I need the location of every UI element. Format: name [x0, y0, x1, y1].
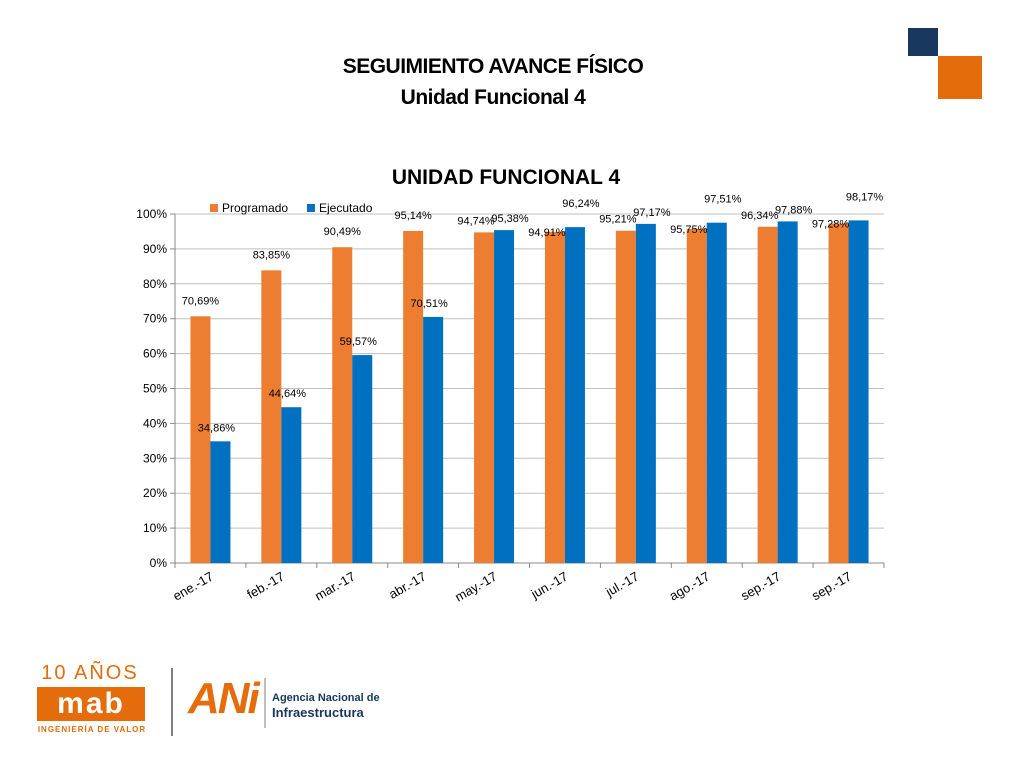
- data-label-programado: 94,74%: [457, 215, 495, 227]
- bar-ejecutado: [494, 230, 515, 564]
- y-tick-label: 0%: [150, 556, 168, 570]
- data-label-programado: 95,14%: [394, 210, 432, 222]
- ani-divider: [264, 678, 266, 728]
- y-tick-label: 10%: [143, 521, 167, 535]
- bar-ejecutado: [352, 355, 373, 563]
- x-tick-label: mar.-17: [312, 569, 358, 604]
- y-tick-label: 90%: [143, 242, 167, 256]
- bar-chart: UNIDAD FUNCIONAL 4 0% 10% 20% 30% 40% 50% 60% 70…: [136, 166, 885, 605]
- data-label-ejecutado: 95,38%: [491, 213, 529, 225]
- data-label-ejecutado: 44,64%: [269, 388, 307, 400]
- bar-programado: [474, 232, 495, 563]
- data-label-programado: 90,49%: [324, 226, 362, 238]
- ani-name-line2: Infraestructura: [272, 705, 364, 720]
- data-label-programado: 94,91%: [528, 227, 566, 239]
- x-tick-label: ago.-17: [667, 569, 713, 604]
- bar-ejecutado: [706, 222, 727, 563]
- mab-tagline: INGENIERÍA DE VALOR: [37, 725, 147, 734]
- x-tick-label: feb.-17: [244, 569, 287, 602]
- bar-programado: [332, 247, 353, 564]
- data-label-programado: 83,85%: [253, 249, 291, 261]
- decor-square-orange: [938, 56, 982, 99]
- bar-ejecutado: [635, 223, 656, 563]
- data-label-programado: 95,75%: [670, 224, 708, 236]
- bar-programado: [828, 223, 849, 563]
- x-tick-label: sep.-17: [738, 569, 783, 604]
- x-tick-label: sep.-17: [809, 569, 854, 604]
- x-tick-label: jul.-17: [602, 569, 641, 600]
- y-tick-label: 60%: [143, 347, 167, 361]
- legend-swatch: [210, 204, 218, 212]
- page-title: SEGUIMIENTO AVANCE FÍSICO: [342, 55, 644, 78]
- bar-programado: [190, 316, 211, 563]
- data-label-ejecutado: 34,86%: [198, 422, 236, 434]
- data-label-ejecutado: 98,17%: [846, 191, 884, 203]
- data-label-programado: 96,34%: [741, 210, 779, 222]
- data-label-ejecutado: 97,17%: [633, 207, 671, 219]
- data-label-ejecutado: 96,24%: [562, 198, 600, 210]
- y-tick-label: 70%: [143, 312, 167, 326]
- bar-programado: [757, 226, 778, 563]
- mab-mark: mab: [37, 687, 145, 721]
- bar-ejecutado: [210, 441, 231, 563]
- chart-title: UNIDAD FUNCIONAL 4: [392, 166, 621, 189]
- data-label-ejecutado: 59,57%: [340, 336, 378, 348]
- page-subtitle: Unidad Funcional 4: [400, 86, 586, 109]
- y-tick-label: 40%: [143, 416, 167, 430]
- decor-square-navy: [908, 28, 938, 56]
- bar-ejecutado: [848, 220, 869, 563]
- bar-ejecutado: [777, 221, 798, 563]
- data-label-programado: 70,69%: [182, 295, 220, 307]
- bar-programado: [261, 270, 282, 563]
- data-label-programado: 97,28%: [812, 218, 850, 230]
- legend-label: Ejecutado: [319, 201, 373, 215]
- bar-programado: [544, 231, 565, 563]
- bar-ejecutado: [564, 227, 585, 563]
- logo-divider: [171, 668, 173, 736]
- data-label-ejecutado: 97,51%: [704, 194, 742, 206]
- ani-name-line1: Agencia Nacional de: [272, 692, 380, 704]
- y-tick-label: 80%: [143, 277, 167, 291]
- bar-programado: [615, 230, 636, 563]
- y-tick-label: 20%: [143, 486, 167, 500]
- legend-label: Programado: [222, 201, 288, 215]
- data-label-ejecutado: 70,51%: [410, 298, 448, 310]
- x-tick-label: ene.-17: [170, 569, 216, 604]
- legend-swatch: [307, 204, 315, 212]
- bar-ejecutado: [281, 407, 302, 563]
- bar-programado: [686, 228, 707, 563]
- y-tick-label: 100%: [136, 207, 167, 221]
- x-tick-label: may.-17: [452, 569, 499, 605]
- bar-ejecutado: [423, 316, 444, 563]
- mab-years-text: 10 AÑOS: [41, 662, 139, 684]
- y-tick-label: 30%: [143, 451, 167, 465]
- mab-logo: 10 AÑOS mab INGENIERÍA DE VALOR: [35, 662, 155, 742]
- x-tick-label: abr.-17: [386, 569, 429, 602]
- data-label-ejecutado: 97,88%: [775, 204, 813, 216]
- y-tick-label: 50%: [143, 382, 167, 396]
- bar-programado: [403, 230, 424, 563]
- data-label-programado: 95,21%: [599, 214, 637, 226]
- x-tick-label: jun.-17: [528, 569, 571, 602]
- ani-mark: ANi: [188, 674, 260, 723]
- ani-logo: ANi Agencia Nacional de Infraestructura: [188, 672, 388, 742]
